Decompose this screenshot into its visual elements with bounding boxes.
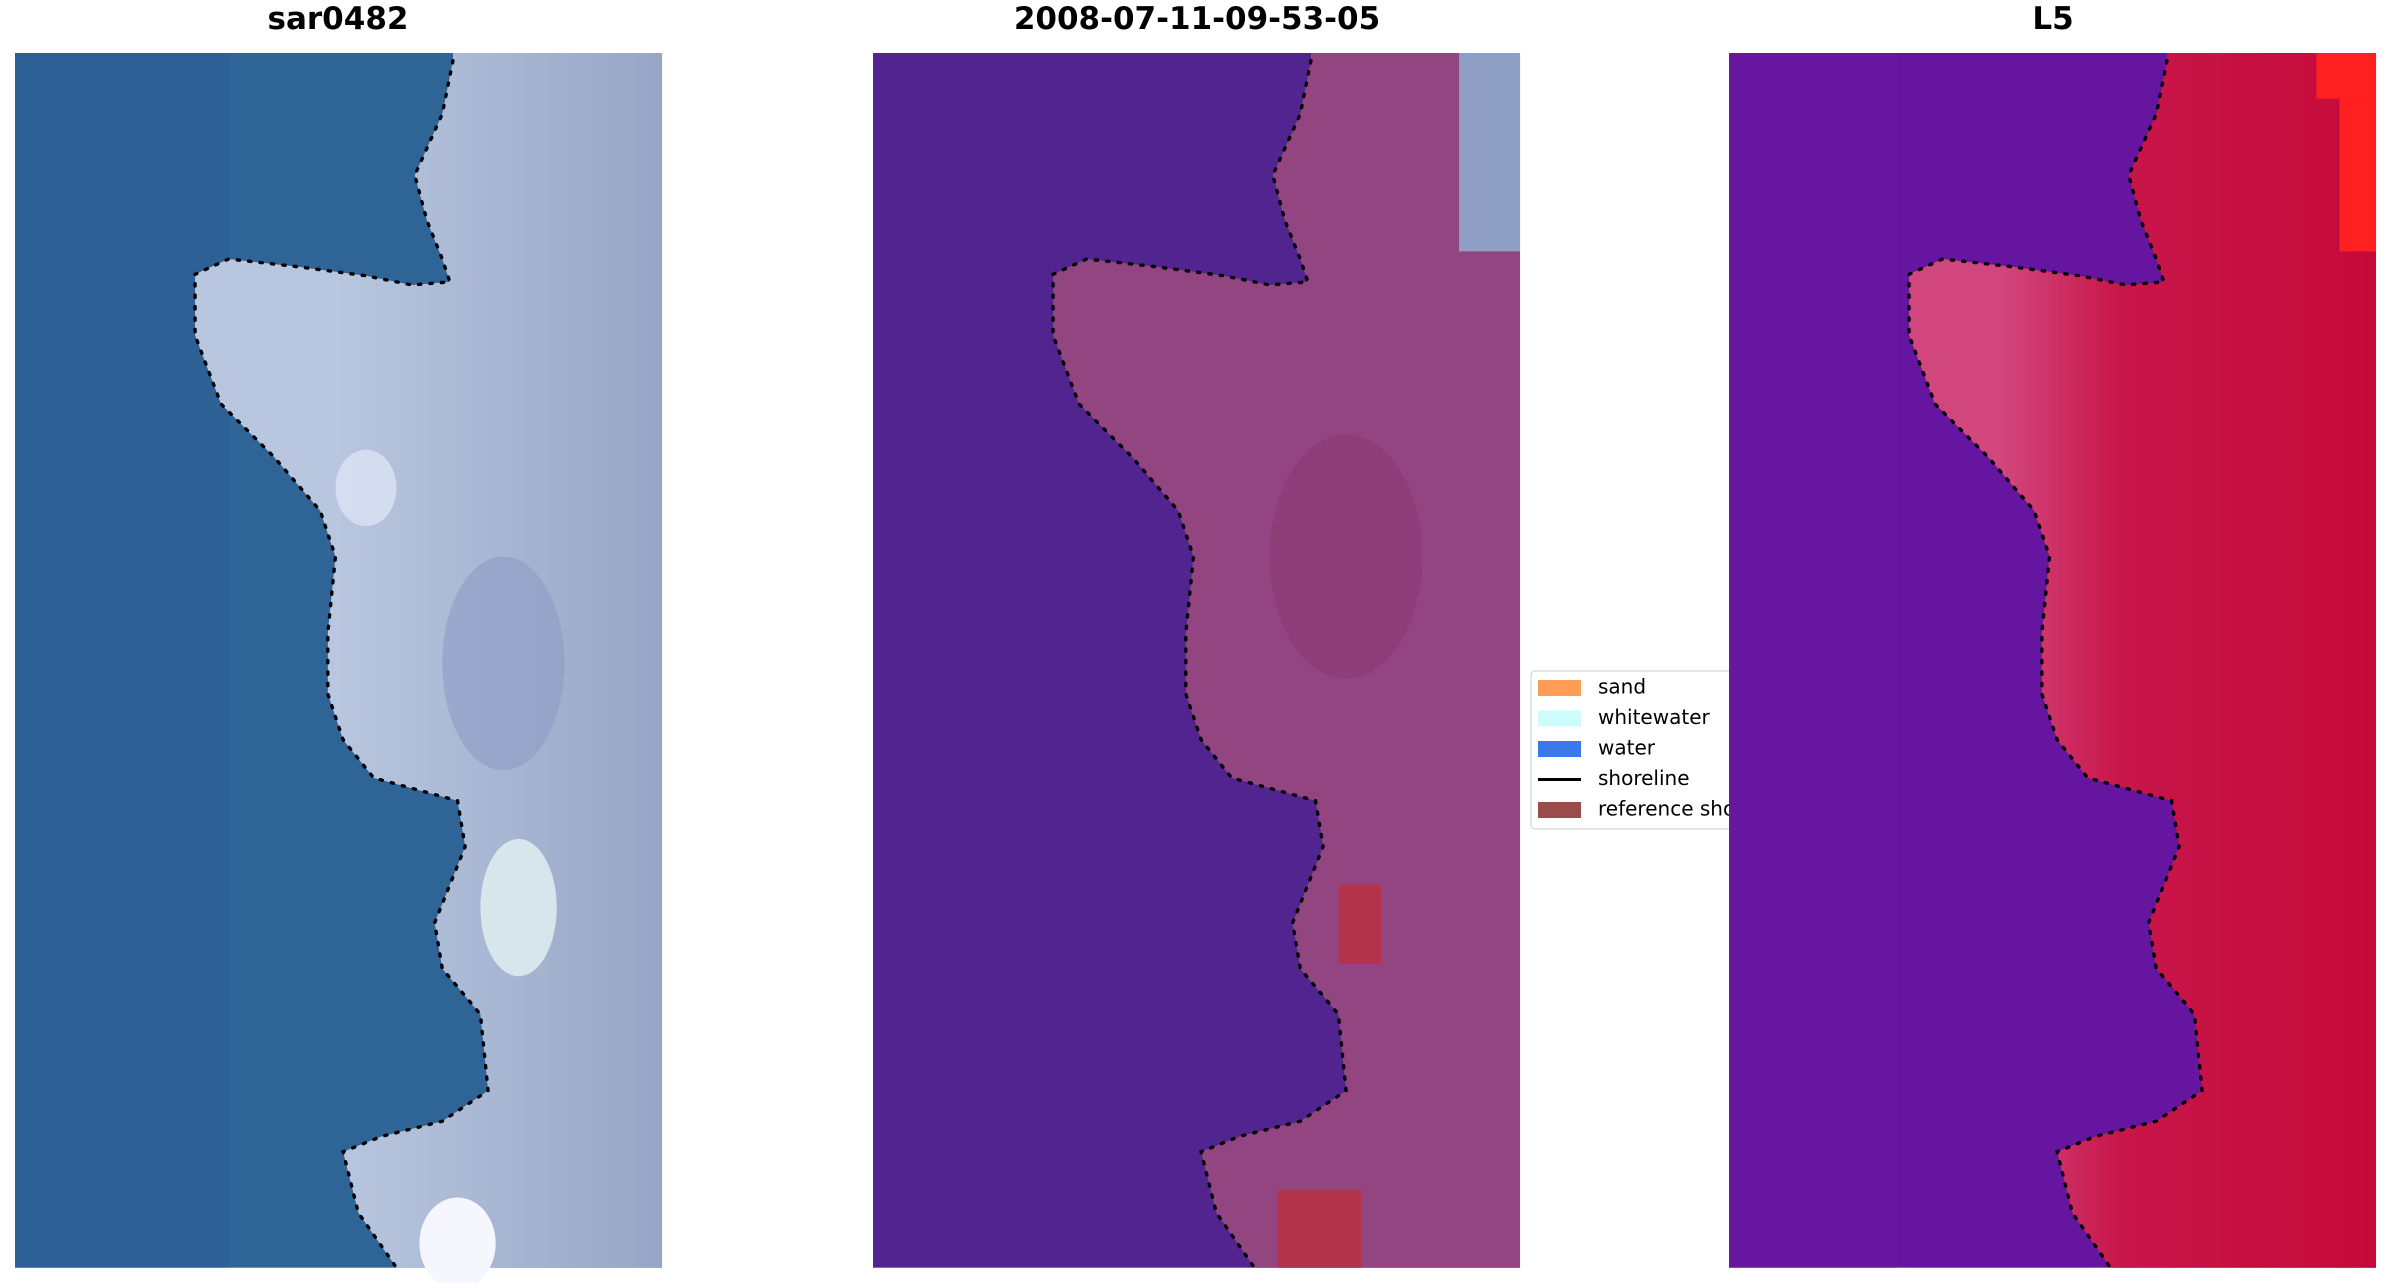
- legend-label: water: [1598, 736, 1656, 760]
- legend-patch: [1538, 741, 1581, 757]
- panel-title: L5: [2032, 1, 2073, 37]
- legend-patch: [1538, 802, 1581, 818]
- legend-label: shoreline: [1598, 766, 1690, 790]
- legend-label: sand: [1598, 675, 1646, 699]
- legend: sand whitewater water shoreline reference sh…: [1530, 670, 1772, 830]
- panel-title: 2008-07-11-09-53-05: [1014, 1, 1380, 37]
- image-panel: [1729, 53, 2377, 1270]
- image-panel: [873, 53, 1521, 1270]
- legend-label: reference sho: [1598, 797, 1735, 821]
- legend-patch: [1538, 710, 1581, 727]
- image-panel: [15, 53, 663, 1283]
- legend-patch: [1538, 680, 1581, 696]
- panel-title: sar0482: [268, 1, 409, 37]
- legend-label: whitewater: [1598, 705, 1710, 729]
